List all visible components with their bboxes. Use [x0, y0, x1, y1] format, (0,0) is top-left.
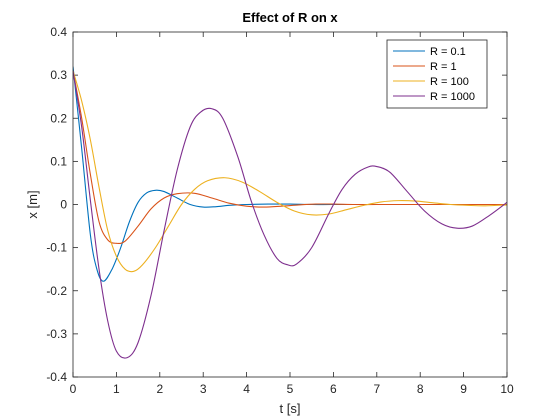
legend-label: R = 100	[430, 76, 469, 88]
y-tick-label: -0.2	[46, 284, 67, 298]
x-tick-label: 10	[500, 382, 514, 396]
chart-title: Effect of R on x	[242, 10, 338, 25]
legend-label: R = 0.1	[430, 46, 466, 58]
y-tick-label: 0.1	[50, 154, 67, 168]
legend-label: R = 1	[430, 61, 457, 73]
x-tick-label: 0	[70, 382, 77, 396]
y-tick-label: 0.2	[50, 111, 67, 125]
x-axis-label: t [s]	[280, 401, 301, 416]
series-line-4	[73, 70, 507, 359]
x-tick-label: 1	[113, 382, 120, 396]
legend-label: R = 1000	[430, 91, 475, 103]
legend: R = 0.1 R = 1 R = 100 R = 1000	[386, 39, 488, 109]
x-tick-label: 2	[156, 382, 163, 396]
x-tick-label: 4	[243, 382, 250, 396]
y-tick-label: -0.3	[46, 327, 67, 341]
plot-area-frame	[72, 31, 508, 378]
y-tick-label: -0.4	[46, 370, 67, 384]
x-tick-label: 6	[330, 382, 337, 396]
y-tick-label: 0.4	[50, 25, 67, 39]
y-tick-label: 0	[60, 198, 67, 212]
series-layer	[73, 66, 507, 359]
x-tick-label: 8	[417, 382, 424, 396]
x-tick-label: 5	[287, 382, 294, 396]
y-axis-label: x [m]	[25, 190, 40, 218]
x-tick-label: 7	[373, 382, 380, 396]
series-line-2	[73, 70, 507, 245]
x-tick-label: 3	[200, 382, 207, 396]
axis-ticks: 0 1 2 3 4 5 6 7 8 9 10 -0.4 -0.3 -0.2 -0.1 0 0.1 0.2 0.3 0.…	[46, 25, 514, 396]
y-tick-label: -0.1	[46, 241, 67, 255]
y-tick-label: 0.3	[50, 68, 67, 82]
x-tick-label: 9	[460, 382, 467, 396]
